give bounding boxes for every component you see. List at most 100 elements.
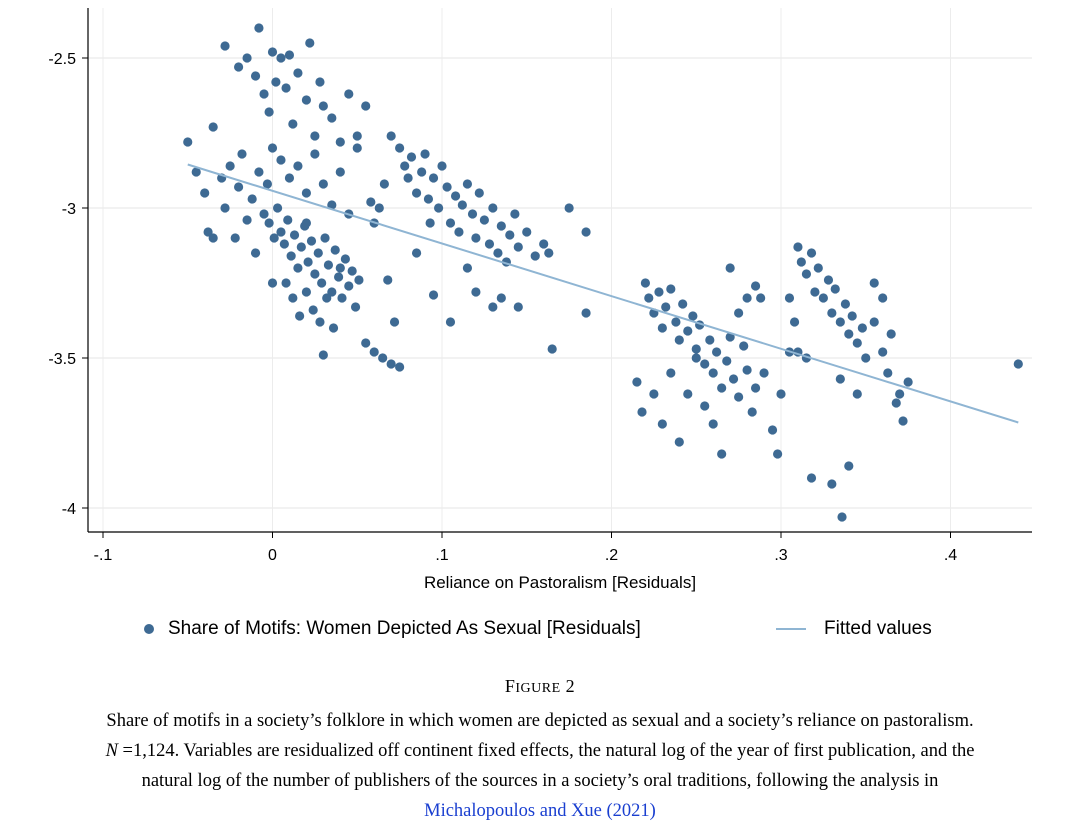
scatter-point	[434, 203, 444, 213]
scatter-point	[230, 233, 240, 243]
scatter-point	[411, 188, 422, 198]
caption-citation-link[interactable]: Michalopoulos and Xue (2021)	[424, 801, 656, 821]
scatter-point	[847, 311, 857, 321]
scatter-point	[262, 179, 273, 189]
scatter-point	[425, 218, 435, 228]
scatter-point	[637, 407, 647, 417]
scatter-point	[700, 359, 710, 369]
legend-marker-line	[776, 628, 806, 630]
scatter-point	[306, 236, 317, 246]
scatter-point	[234, 62, 244, 72]
scatter-point	[191, 167, 201, 177]
caption-line-3: natural log of the number of publishers …	[141, 771, 939, 791]
scatter-point	[344, 281, 354, 291]
scatter-point	[674, 335, 684, 345]
scatter-point	[666, 284, 676, 294]
scatter-point	[322, 293, 332, 303]
scatter-point	[271, 77, 281, 87]
scatter-point	[303, 257, 313, 267]
scatter-point	[844, 329, 854, 339]
scatter-point	[335, 167, 345, 177]
scatter-point	[657, 323, 667, 333]
scatter-point	[773, 449, 783, 459]
scatter-point	[350, 302, 361, 312]
scatter-point	[208, 233, 218, 243]
scatter-point	[756, 293, 766, 303]
scatter-point	[378, 353, 388, 363]
scatter-point	[301, 218, 311, 228]
x-tick-label: -.1	[94, 547, 113, 564]
scatter-point	[344, 89, 354, 99]
scatter-point	[288, 119, 298, 129]
scatter-point	[318, 179, 328, 189]
scatter-point	[395, 143, 405, 153]
scatter-point	[389, 317, 400, 327]
scatter-point	[400, 161, 410, 171]
scatter-point	[286, 251, 296, 261]
scatter-point	[869, 317, 879, 327]
scatter-point	[366, 197, 376, 207]
grid	[88, 8, 1032, 532]
scatter-point	[313, 248, 323, 258]
scatter-point	[830, 284, 840, 294]
scatter-point	[878, 293, 888, 303]
scatter-point	[254, 23, 264, 33]
scatter-point	[259, 209, 269, 219]
scatter-point	[267, 143, 278, 153]
scatter-point	[247, 194, 257, 204]
y-tick-label: -4	[62, 501, 76, 518]
scatter-point	[284, 173, 295, 183]
caption-line-1: Share of motifs in a society’s folklore …	[106, 711, 974, 731]
scatter-point	[747, 407, 757, 417]
scatter-point	[267, 278, 278, 288]
scatter-point	[835, 317, 845, 327]
scatter-point	[539, 239, 549, 249]
scatter-point	[335, 137, 345, 147]
scatter-point	[793, 242, 803, 252]
scatter-point	[734, 392, 744, 402]
legend-scatter-label: Share of Motifs: Women Depicted As Sexua…	[168, 618, 641, 639]
scatter-point	[334, 272, 344, 282]
scatter-point	[725, 263, 735, 273]
scatter-point	[457, 200, 467, 210]
scatter-point	[895, 389, 905, 399]
scatter-point	[903, 377, 913, 387]
scatter-point	[742, 293, 752, 303]
scatter-point	[289, 230, 300, 240]
scatter-point	[462, 263, 473, 273]
scatter-point	[700, 401, 710, 411]
scatter-point	[242, 53, 252, 63]
scatter-point	[467, 209, 478, 219]
scatter-point	[671, 317, 681, 327]
scatter-point	[898, 416, 908, 426]
scatter-point	[264, 218, 274, 228]
x-tick-label: .4	[944, 547, 957, 564]
scatter-point	[203, 227, 213, 237]
scatter-point	[479, 215, 489, 225]
scatter-point	[891, 398, 901, 408]
scatter-point	[649, 389, 659, 399]
legend-fitted-label: Fitted values	[824, 618, 932, 639]
scatter-point	[484, 239, 495, 249]
axis-ticks: -2.5 -3 -3.5 -4 -.1 0 .1 .2 .3 .4	[48, 51, 957, 564]
scatter-point	[208, 122, 218, 132]
scatter-point	[823, 275, 834, 285]
scatter-point	[317, 278, 327, 288]
scatter-point	[323, 260, 334, 270]
scatter-point	[776, 389, 786, 399]
scatter-point	[496, 293, 506, 303]
scatter-point	[428, 173, 439, 183]
scatter-point	[296, 242, 306, 252]
scatter-point	[310, 149, 320, 159]
scatter-point	[827, 479, 837, 489]
scatter-point	[386, 131, 396, 141]
scatter-point	[310, 269, 320, 279]
scatter-point	[272, 203, 283, 213]
scatter-point	[340, 254, 350, 264]
scatter-point	[462, 179, 473, 189]
scatter-point	[530, 251, 540, 261]
scatter-point	[883, 368, 893, 378]
scatter-point	[878, 347, 888, 357]
scatter-point	[688, 311, 698, 321]
legend-item-scatter: Share of Motifs: Women Depicted As Sexua…	[144, 618, 641, 640]
